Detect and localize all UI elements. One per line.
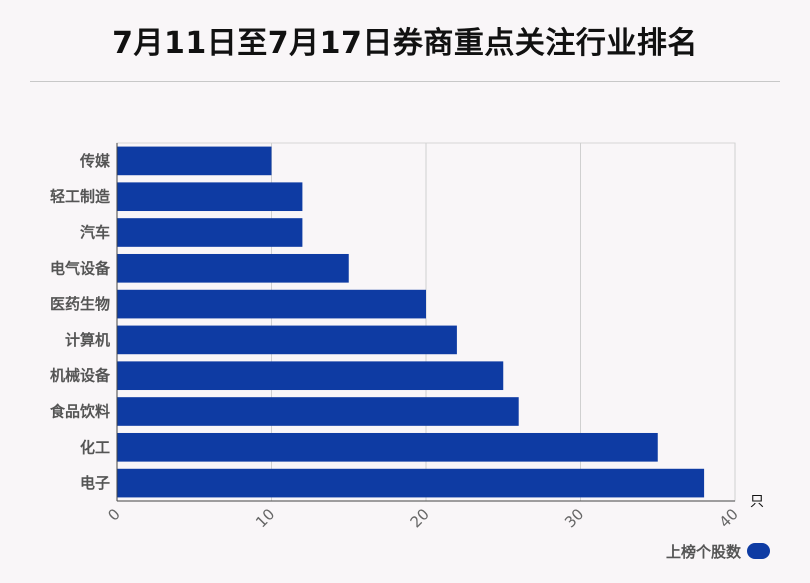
category-label: 食品饮料 [50, 403, 110, 421]
legend-label: 上榜个股数 [665, 542, 741, 561]
category-label: 医药生物 [50, 295, 110, 313]
category-label: 电气设备 [50, 259, 111, 277]
chart-title: 7月11日至7月17日券商重点关注行业排名 [112, 26, 698, 61]
x-tick-label: 30 [561, 505, 587, 531]
bar[interactable] [117, 432, 658, 462]
category-label: 计算机 [65, 331, 110, 349]
bar[interactable] [117, 361, 504, 391]
legend-swatch [747, 543, 770, 559]
category-label: 电子 [80, 474, 110, 492]
x-tick-label: 20 [407, 505, 433, 531]
bar[interactable] [117, 289, 426, 319]
bar[interactable] [117, 468, 705, 498]
x-axis-unit: 只 [750, 494, 764, 510]
bar[interactable] [117, 182, 303, 212]
bar[interactable] [117, 397, 519, 426]
title-divider [30, 81, 780, 82]
category-label: 化工 [80, 438, 110, 456]
bar[interactable] [117, 325, 457, 355]
bar[interactable] [117, 146, 272, 176]
x-tick-label: 0 [104, 505, 123, 524]
bars [117, 146, 705, 498]
tick-labels: 0 10 20 30 40 [104, 505, 741, 531]
x-tick-label: 10 [252, 505, 278, 531]
category-label: 轻工制造 [50, 188, 110, 206]
legend[interactable]: 上榜个股数 [666, 541, 770, 561]
bar[interactable] [117, 253, 349, 283]
axes [116, 143, 735, 502]
category-label: 汽车 [80, 224, 110, 242]
x-tick-label: 40 [716, 505, 742, 531]
category-label: 传媒 [79, 152, 111, 170]
category-label: 机械设备 [50, 367, 111, 385]
bar[interactable] [117, 218, 303, 247]
